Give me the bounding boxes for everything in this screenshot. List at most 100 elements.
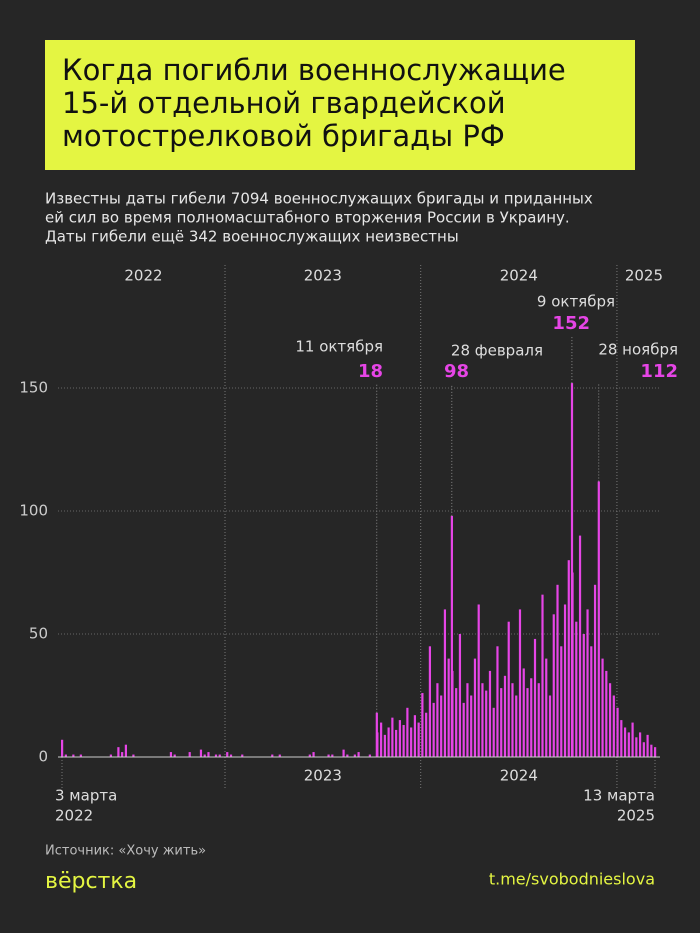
bar xyxy=(466,683,469,757)
bar xyxy=(451,670,454,757)
year-label: 2022 xyxy=(124,267,162,285)
bar xyxy=(312,752,315,757)
bar xyxy=(64,754,67,757)
bar xyxy=(488,670,492,757)
bar xyxy=(597,481,600,757)
bar xyxy=(428,646,432,757)
logo: вёрстка xyxy=(45,869,137,894)
bar xyxy=(485,690,488,757)
bar xyxy=(271,754,274,757)
bar xyxy=(410,727,413,757)
bar xyxy=(477,604,480,757)
bar xyxy=(570,383,574,757)
bar xyxy=(188,752,191,757)
title: Когда погибли военнослужащие 15-й отдель… xyxy=(62,53,566,153)
bar xyxy=(526,688,529,757)
bar xyxy=(218,754,221,757)
year-label: 2025 xyxy=(625,267,663,285)
bar xyxy=(638,732,642,757)
bar xyxy=(278,754,281,757)
bar xyxy=(398,720,401,757)
subtitle-line: Известны даты гибели 7094 военнослужащих… xyxy=(45,190,593,208)
bar xyxy=(173,754,176,757)
bar xyxy=(214,754,218,757)
bar xyxy=(124,744,128,757)
bar xyxy=(417,722,420,757)
bar xyxy=(503,675,507,757)
y-tick-label: 0 xyxy=(38,748,48,766)
bar xyxy=(548,695,552,757)
x-tick-label: 3 марта xyxy=(55,787,117,805)
bar xyxy=(455,688,458,757)
bar xyxy=(391,717,394,757)
title-box xyxy=(45,40,635,170)
bar xyxy=(383,734,386,757)
bar xyxy=(458,634,462,757)
bar xyxy=(61,739,64,757)
y-tick-label: 150 xyxy=(19,379,48,397)
bar xyxy=(530,678,533,757)
title-line: мотострелковой бригады РФ xyxy=(62,119,505,153)
bar xyxy=(241,754,244,757)
bar xyxy=(552,614,555,757)
annotation-label: 9 октября xyxy=(537,293,615,311)
bar xyxy=(447,658,450,757)
bar xyxy=(481,683,484,757)
bar xyxy=(616,707,619,757)
subtitle: Известны даты гибели 7094 военнослужащих… xyxy=(45,190,593,246)
bar xyxy=(327,754,330,757)
annotation-label: 11 октября xyxy=(295,338,383,356)
bar xyxy=(450,515,453,757)
bar xyxy=(117,747,120,757)
bar xyxy=(511,683,514,757)
bar xyxy=(199,749,203,757)
bar xyxy=(473,658,477,757)
y-tick-label: 50 xyxy=(29,625,48,643)
bar xyxy=(132,754,135,757)
link[interactable]: t.me/svobodnieslova xyxy=(489,870,655,889)
bar xyxy=(518,609,522,757)
y-tick-label: 100 xyxy=(19,502,48,520)
bar xyxy=(425,712,428,757)
title-line: 15-й отдельной гвардейской xyxy=(62,86,506,120)
bar xyxy=(421,693,424,757)
bar xyxy=(575,621,578,757)
bar xyxy=(331,754,334,757)
bar xyxy=(650,744,653,757)
bar xyxy=(620,720,623,757)
bar xyxy=(537,683,540,757)
bar xyxy=(406,707,409,757)
bar xyxy=(496,646,499,757)
bar xyxy=(545,658,548,757)
bar xyxy=(226,752,229,757)
subtitle-line: Даты гибели ещё 342 военнослужащих неизв… xyxy=(45,228,459,246)
bar xyxy=(346,754,349,757)
annotation-label: 28 февраля xyxy=(451,342,543,360)
bar xyxy=(571,572,574,757)
bar xyxy=(413,715,416,757)
year-label: 2023 xyxy=(304,267,342,285)
bar xyxy=(492,707,495,757)
bar xyxy=(470,695,473,757)
title-line: Когда погибли военнослужащие xyxy=(62,53,566,87)
year-label: 2023 xyxy=(304,767,342,785)
bar xyxy=(627,732,630,757)
bar xyxy=(440,695,443,757)
bar xyxy=(515,695,518,757)
bar xyxy=(623,727,627,757)
x-tick-label: 2022 xyxy=(55,807,93,825)
bar xyxy=(72,754,75,757)
bar xyxy=(402,725,405,757)
annotation-value: 98 xyxy=(444,361,469,382)
bar xyxy=(121,752,124,757)
annotation-value: 152 xyxy=(552,313,590,334)
bar xyxy=(462,702,465,757)
bar xyxy=(229,754,233,757)
annotation-label: 28 ноября xyxy=(598,341,678,359)
bar xyxy=(357,752,360,757)
bar xyxy=(541,594,544,757)
subtitle-line: ей сил во время полномасштабного вторжен… xyxy=(45,209,570,227)
x-tick-label: 2025 xyxy=(617,807,655,825)
bar xyxy=(556,584,559,757)
bar xyxy=(308,754,311,757)
